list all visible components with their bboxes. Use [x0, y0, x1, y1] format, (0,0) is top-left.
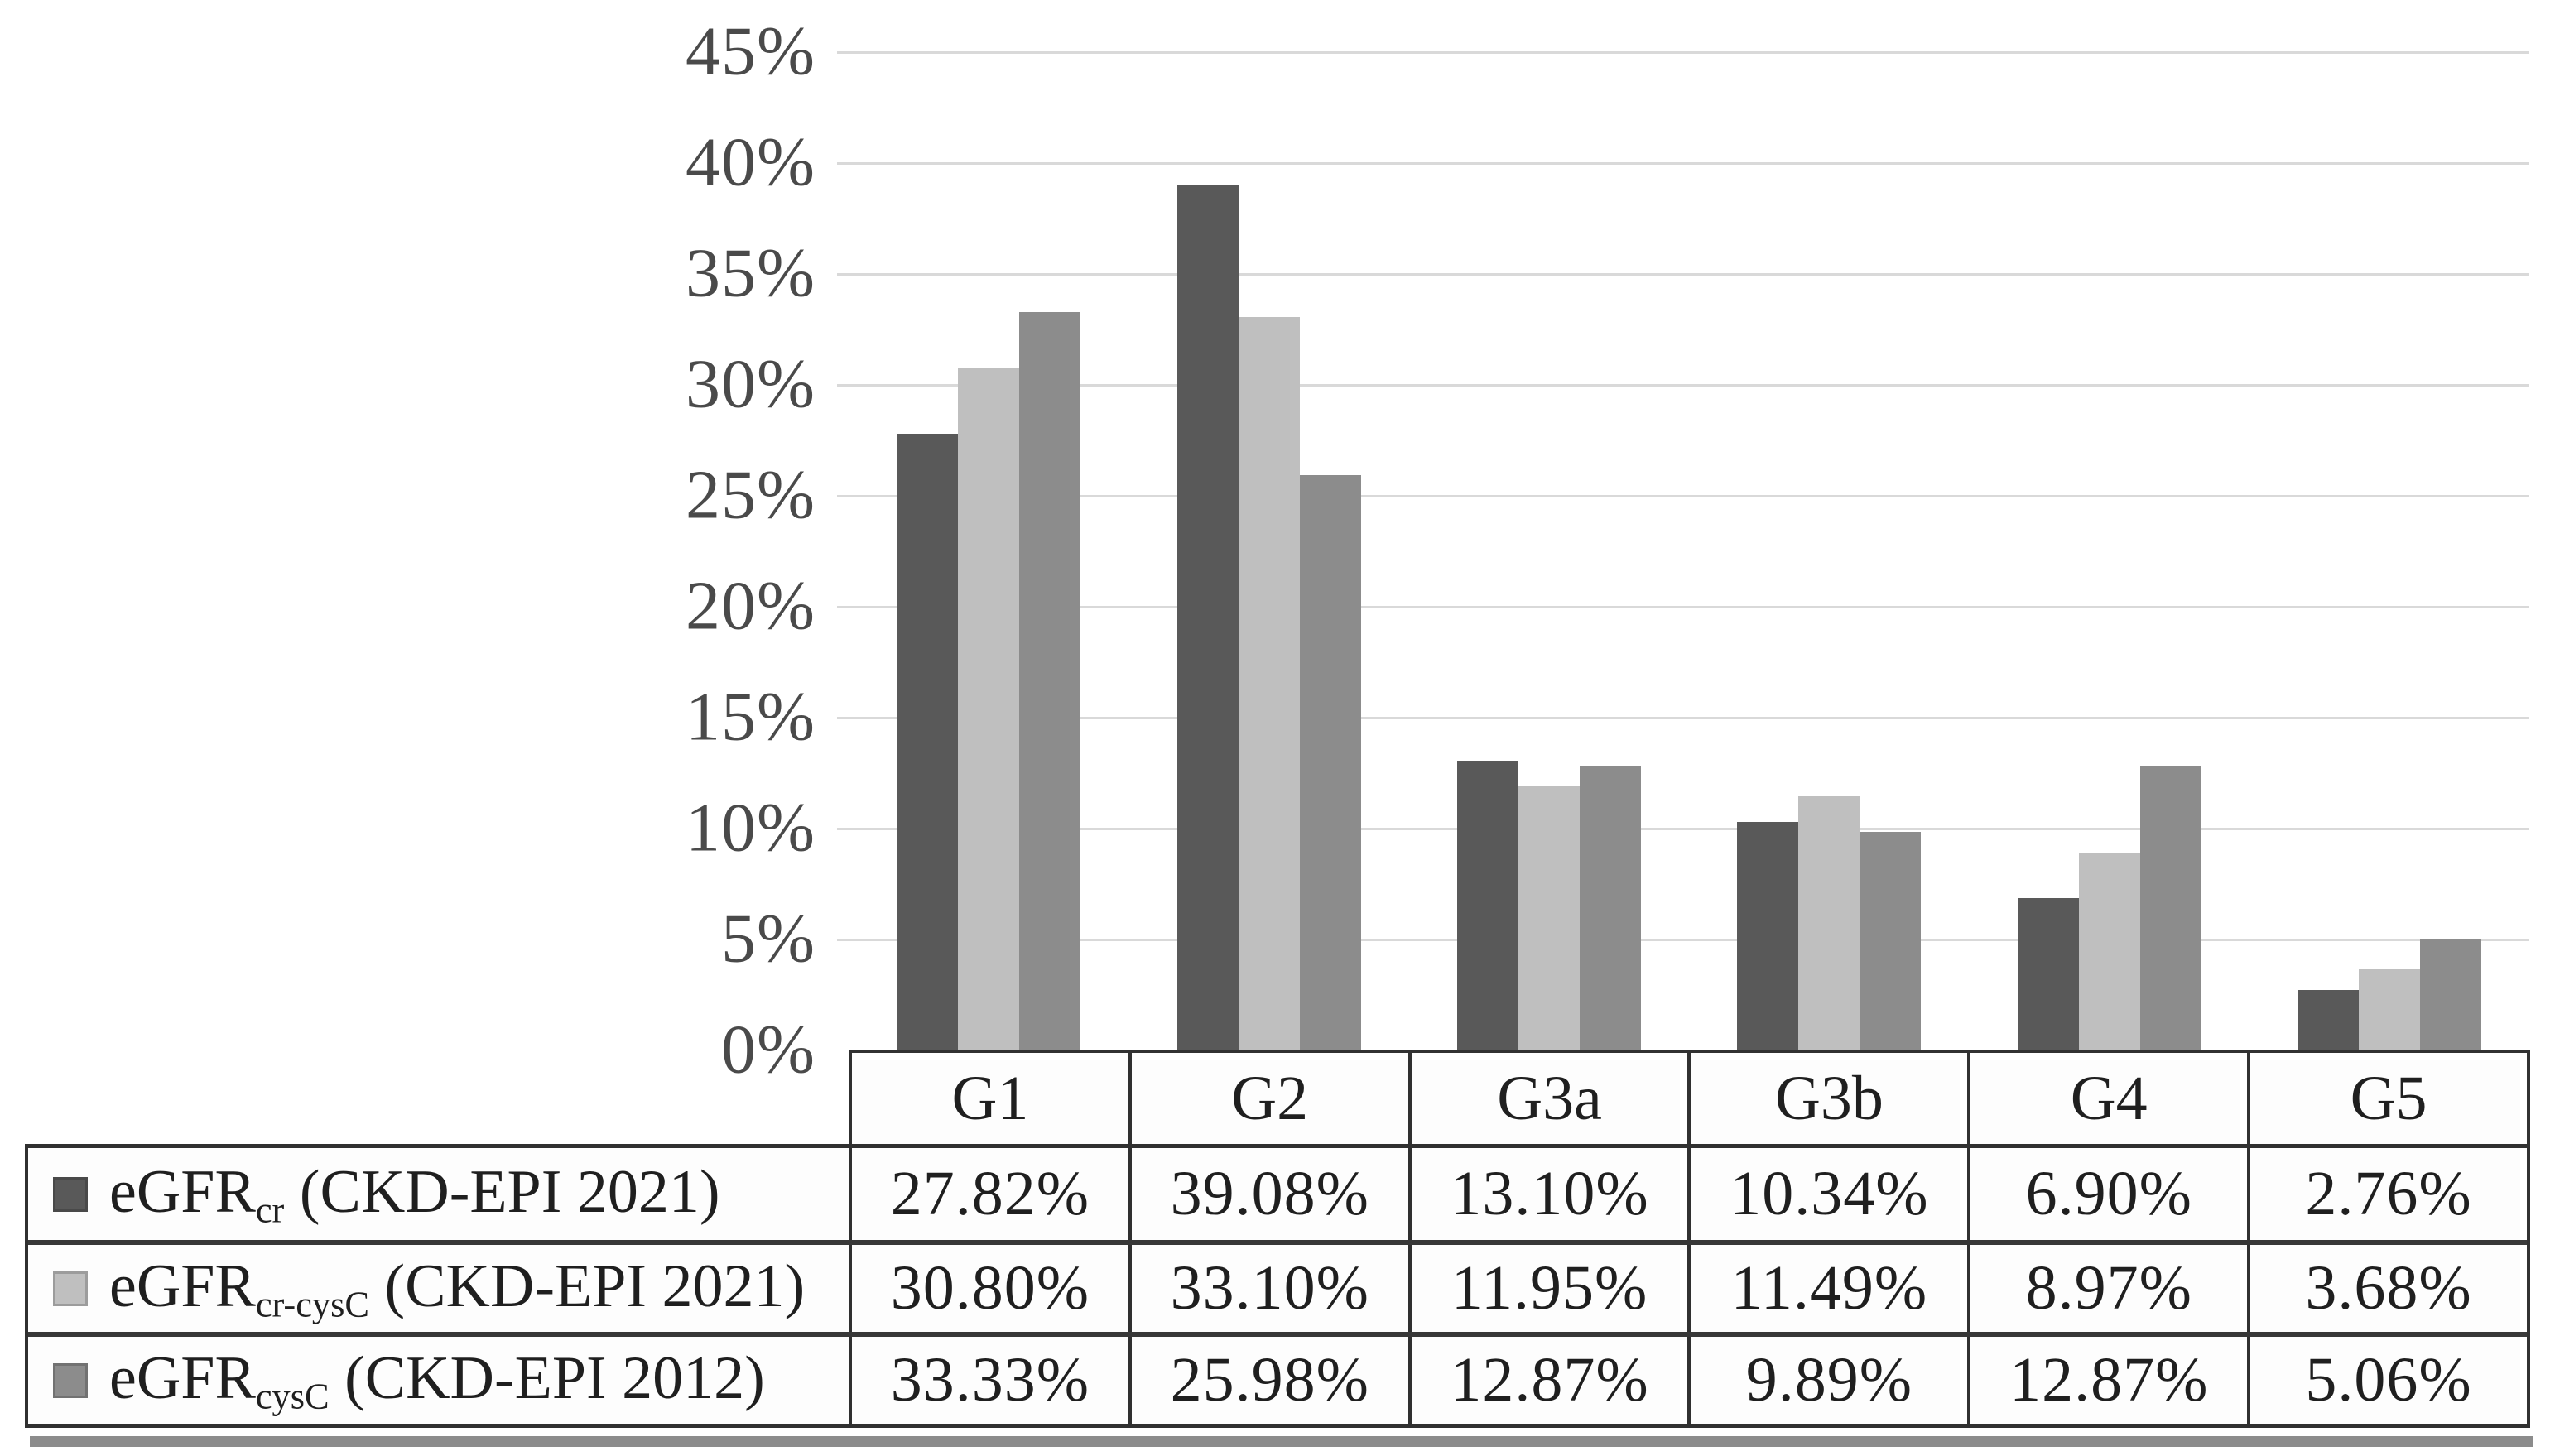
table-row-series2: eGFRcr-cysC (CKD-EPI 2021) 30.80% 33.10% 11… — [28, 1240, 2527, 1332]
table-value-cell-G5-series1: 2.76% — [2247, 1148, 2527, 1240]
legend-swatch-icon — [53, 1362, 88, 1398]
y-tick-label: 0% — [721, 1011, 816, 1088]
chart-plot-area: 0% 5% 10% 15% 20% 25% 30% 35% 40% 45% — [686, 0, 2529, 1088]
gridline-35% — [837, 273, 2529, 276]
table-header-cell-G3b: G3b — [1687, 1053, 1967, 1144]
bar-G4-series3 — [2139, 766, 2201, 1051]
legend-label-rest: (CKD-EPI 2012) — [329, 1343, 765, 1412]
table-value-cell-G2-series1: 39.08% — [1128, 1148, 1408, 1240]
table-value-cell-G3b-series1: 10.34% — [1687, 1148, 1967, 1240]
table-value-cell-G3a-series1: 13.10% — [1407, 1148, 1688, 1240]
gridline-30% — [837, 384, 2529, 387]
bar-G5-series1 — [2297, 990, 2359, 1051]
table-value-cell-G2-series2: 33.10% — [1128, 1245, 1408, 1332]
legend-label-subscript: cr — [255, 1189, 285, 1231]
table-bottom-shadow — [30, 1436, 2533, 1447]
gridline-45% — [837, 51, 2529, 54]
bar-G3a-series3 — [1579, 766, 1641, 1051]
legend-label-base: eGFR — [109, 1157, 256, 1226]
legend-label-rest: (CKD-EPI 2021) — [368, 1252, 806, 1320]
y-tick-label: 35% — [686, 234, 816, 312]
gridline-10% — [837, 828, 2529, 830]
bar-G2-series2 — [1238, 316, 1300, 1051]
table-body: eGFRcr (CKD-EPI 2021) 27.82% 39.08% 13.10% 1… — [25, 1144, 2530, 1428]
bar-G1-series2 — [958, 368, 1020, 1051]
table-header-cell-G1: G1 — [951, 1063, 1029, 1133]
y-tick-label: 20% — [686, 567, 816, 645]
bar-G1-series1 — [897, 434, 959, 1051]
table-row-series1: eGFRcr (CKD-EPI 2021) 27.82% 39.08% 13.10% 1… — [28, 1148, 2527, 1240]
bar-G3a-series2 — [1518, 786, 1580, 1051]
bar-G1-series3 — [1019, 311, 1081, 1051]
bar-G5-series3 — [2419, 939, 2481, 1051]
table-header-cell-G2: G2 — [1128, 1053, 1408, 1144]
y-tick-label: 10% — [686, 789, 816, 867]
y-tick-label: 15% — [686, 678, 816, 756]
gridline-40% — [837, 162, 2529, 165]
bar-G2-series3 — [1299, 474, 1361, 1051]
table-value-cell-G3a-series3: 12.87% — [1407, 1337, 1688, 1424]
table-value-cell-G1-series3: 33.33% — [849, 1337, 1128, 1424]
legend-swatch-icon — [53, 1176, 88, 1212]
legend-label-rest: (CKD-EPI 2021) — [284, 1157, 720, 1226]
bar-G4-series1 — [2017, 898, 2079, 1051]
gridline-20% — [837, 606, 2529, 608]
bar-G4-series2 — [2078, 852, 2140, 1051]
bar-G2-series1 — [1176, 184, 1239, 1051]
bar-G3b-series3 — [1860, 831, 1922, 1051]
table-value-cell-G4-series3: 12.87% — [1967, 1337, 2247, 1424]
bar-G5-series2 — [2358, 969, 2420, 1051]
gridline-15% — [837, 717, 2529, 719]
bar-G3b-series1 — [1737, 821, 1799, 1051]
table-header-cell-G4: G4 — [1967, 1053, 2247, 1144]
legend-label: eGFRcr (CKD-EPI 2021) — [109, 1157, 719, 1231]
table-value-cell-G3a-series2: 11.95% — [1407, 1245, 1688, 1332]
table-header-row: G1 G2 G3a G3b G4 G5 — [849, 1050, 2530, 1144]
legend-label-subscript: cr-cysC — [255, 1283, 369, 1325]
legend-cell: eGFRcr (CKD-EPI 2021) — [28, 1148, 849, 1240]
table-header-cell-G3a: G3a — [1407, 1053, 1688, 1144]
legend-label: eGFRcysC (CKD-EPI 2012) — [109, 1343, 765, 1417]
legend-cell: eGFRcysC (CKD-EPI 2012) — [28, 1337, 849, 1424]
table-value-cell-G5-series2: 3.68% — [2247, 1245, 2527, 1332]
table-value-cell-G5-series3: 5.06% — [2247, 1337, 2527, 1424]
table-value-cell-G1-series1: 27.82% — [849, 1148, 1128, 1240]
y-tick-label: 25% — [686, 456, 816, 534]
legend-label-subscript: cysC — [255, 1375, 330, 1417]
table-value-cell-G2-series3: 25.98% — [1128, 1337, 1408, 1424]
table-value-cell-G3b-series3: 9.89% — [1687, 1337, 1967, 1424]
table-row-series3: eGFRcysC (CKD-EPI 2012) 33.33% 25.98% 12.87… — [28, 1332, 2527, 1424]
y-tick-label: 40% — [686, 123, 816, 201]
bar-G3a-series1 — [1456, 760, 1518, 1051]
table-value-cell-G4-series2: 8.97% — [1967, 1245, 2247, 1332]
table-value-cell-G1-series2: 30.80% — [849, 1245, 1128, 1332]
legend-cell: eGFRcr-cysC (CKD-EPI 2021) — [28, 1245, 849, 1332]
bar-G3b-series2 — [1798, 796, 1860, 1051]
table-header-cell-G5: G5 — [2247, 1053, 2527, 1144]
y-tick-label: 5% — [721, 900, 816, 978]
gridline-5% — [837, 939, 2529, 941]
legend-swatch-icon — [53, 1271, 88, 1306]
table-value-cell-G3b-series2: 11.49% — [1687, 1245, 1967, 1332]
y-tick-label: 30% — [686, 345, 816, 423]
legend-label: eGFRcr-cysC (CKD-EPI 2021) — [109, 1252, 805, 1325]
table-value-cell-G4-series1: 6.90% — [1967, 1148, 2247, 1240]
legend-label-base: eGFR — [109, 1343, 256, 1412]
y-tick-label: 45% — [686, 12, 816, 90]
gridline-25% — [837, 495, 2529, 497]
legend-label-base: eGFR — [109, 1252, 256, 1320]
